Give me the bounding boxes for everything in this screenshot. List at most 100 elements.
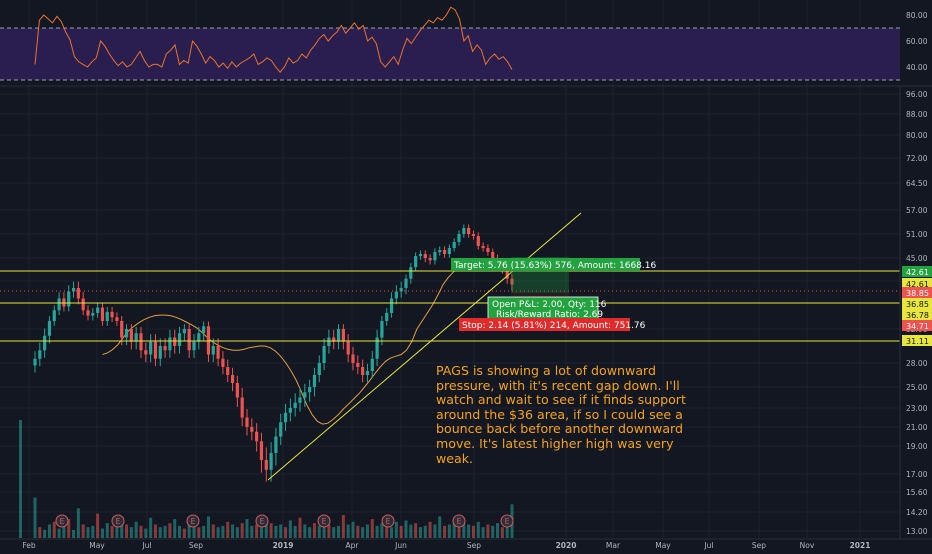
volume-bar bbox=[284, 527, 288, 538]
volume-bar bbox=[100, 528, 104, 538]
volume-bar bbox=[312, 523, 316, 538]
volume-bar bbox=[105, 523, 109, 538]
volume-bar bbox=[414, 523, 418, 538]
candle-body bbox=[144, 350, 148, 355]
volume-bar bbox=[365, 524, 369, 538]
candle-body bbox=[467, 228, 471, 234]
time-tick-label: Sep bbox=[189, 541, 203, 550]
volume-bar bbox=[452, 519, 456, 538]
time-tick-label: May bbox=[655, 541, 671, 550]
volume-bar bbox=[279, 524, 283, 538]
price-axis-labels: 42.61 42.61 38.85 36.85 36.78 34.71 31.1… bbox=[902, 266, 932, 346]
volume-bar bbox=[356, 525, 360, 538]
volume-bar bbox=[153, 524, 157, 538]
volume-bar bbox=[462, 523, 466, 538]
volume-bar bbox=[221, 525, 225, 538]
time-tick-label: Sep bbox=[467, 541, 481, 550]
earnings-marker[interactable] bbox=[452, 514, 466, 528]
volume-bar bbox=[197, 527, 201, 538]
candle-body bbox=[356, 363, 360, 367]
candle-body bbox=[134, 333, 138, 342]
earnings-marker[interactable] bbox=[381, 514, 395, 528]
price-tick-label: 96.00 bbox=[906, 90, 928, 99]
volume-bar bbox=[149, 517, 153, 538]
candle-body bbox=[452, 242, 456, 248]
candle-body bbox=[274, 436, 278, 453]
price-label-current: 38.85 bbox=[906, 289, 929, 298]
candle-body bbox=[221, 358, 225, 367]
volume-bar bbox=[303, 524, 307, 538]
candle-body bbox=[197, 333, 201, 342]
time-tick-label: Feb bbox=[22, 541, 36, 550]
candle-body bbox=[380, 320, 384, 338]
candle-body bbox=[385, 312, 389, 321]
volume-bar bbox=[394, 521, 398, 538]
price-label-stop-entry-bg bbox=[902, 309, 932, 320]
earnings-marker-label: E bbox=[260, 517, 265, 526]
volume-bar bbox=[399, 525, 403, 538]
volume-bar bbox=[202, 525, 206, 538]
candle-body bbox=[43, 335, 47, 351]
candle-body bbox=[245, 417, 249, 427]
volume-bar bbox=[457, 527, 461, 538]
price-tick-label: 51.00 bbox=[906, 230, 928, 239]
candle-body bbox=[71, 287, 76, 292]
candle-body bbox=[346, 341, 350, 355]
price-tick-label: 25.00 bbox=[906, 383, 928, 392]
volume-bar bbox=[86, 527, 90, 538]
price-label-support: 31.11 bbox=[906, 337, 929, 346]
volume-bar bbox=[264, 521, 268, 538]
rsi-line bbox=[34, 6, 513, 73]
earnings-marker[interactable] bbox=[111, 514, 125, 528]
candle-body bbox=[91, 312, 95, 316]
earnings-marker[interactable] bbox=[317, 514, 331, 528]
price-tick-label: 72.00 bbox=[906, 154, 928, 163]
time-tick-label: Mar bbox=[606, 541, 621, 550]
volume-bar bbox=[96, 513, 100, 538]
time-tick-label: Sep bbox=[752, 541, 766, 550]
candle-body bbox=[510, 278, 514, 285]
candle-body bbox=[206, 326, 211, 355]
price-label-36-bg bbox=[902, 298, 932, 309]
open-pl-label: Open P&L: 2.00, Qty: 116 bbox=[492, 300, 607, 310]
volume-bar bbox=[81, 524, 85, 538]
long-position-tool[interactable]: Target: 5.76 (15.63%) 576, Amount: 1668.… bbox=[451, 257, 656, 331]
volume-bar bbox=[443, 525, 447, 538]
candle-body bbox=[47, 320, 52, 336]
candle-body bbox=[370, 358, 374, 371]
price-label-entry: 42.61 bbox=[906, 280, 929, 289]
earnings-marker[interactable] bbox=[500, 514, 514, 528]
volume-bar bbox=[47, 524, 51, 538]
earnings-marker-label: E bbox=[191, 517, 196, 526]
candle-body bbox=[438, 250, 442, 252]
analysis-annotation[interactable]: PAGS is showing a lot of downward pressu… bbox=[436, 363, 686, 466]
time-tick-label: Jul bbox=[703, 541, 713, 550]
volume-bar bbox=[491, 525, 495, 538]
candle-body bbox=[149, 341, 153, 355]
time-axis[interactable]: Feb May Jul Sep 2019 Apr Jun Sep 2020 Mar May Jul Se… bbox=[0, 538, 932, 550]
candle-body bbox=[62, 298, 66, 307]
volume-bar bbox=[52, 521, 56, 538]
earnings-marker-label: E bbox=[60, 517, 65, 526]
earnings-marker[interactable] bbox=[186, 514, 200, 528]
candle-body bbox=[375, 337, 379, 359]
candle-body bbox=[182, 329, 186, 334]
candle-body bbox=[332, 337, 336, 342]
volume-bar bbox=[226, 521, 230, 538]
volume-bar bbox=[255, 524, 259, 538]
candle-body bbox=[505, 269, 509, 279]
earnings-marker[interactable] bbox=[255, 514, 269, 528]
price-label-support-bg bbox=[902, 335, 932, 346]
volume-bar bbox=[380, 523, 384, 538]
candle-body bbox=[317, 363, 321, 375]
candle-body bbox=[158, 346, 162, 359]
trend-line[interactable] bbox=[267, 212, 582, 481]
earnings-marker[interactable] bbox=[55, 514, 69, 528]
candle-body bbox=[76, 287, 80, 299]
candle-body bbox=[86, 310, 90, 316]
candle-body bbox=[57, 298, 61, 311]
volume-bar bbox=[163, 525, 167, 538]
